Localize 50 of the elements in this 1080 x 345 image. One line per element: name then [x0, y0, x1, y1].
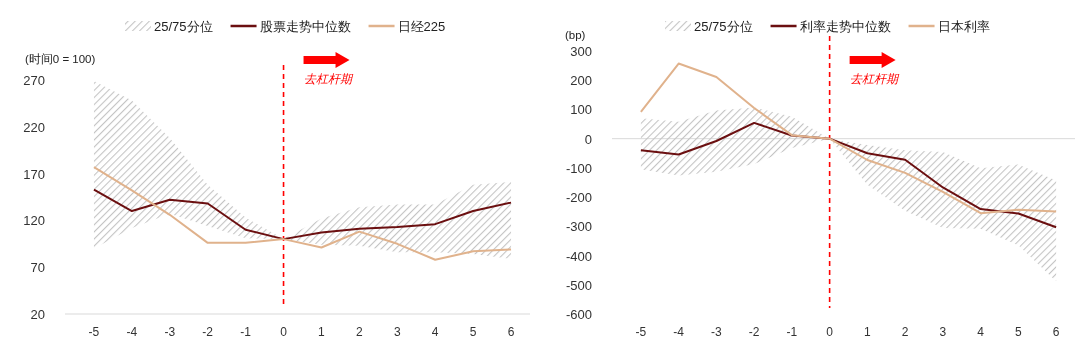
x-tick-label: -1: [240, 325, 252, 339]
y-tick-label: 120: [23, 213, 45, 229]
text: 25/75分位: [154, 19, 213, 34]
x-tick-label: -1: [786, 325, 798, 339]
y-tick-label: -200: [565, 190, 592, 206]
legend-label: 日本利率: [937, 19, 990, 34]
x-tick-label: -3: [711, 325, 723, 339]
x-tick-label: -3: [164, 325, 176, 339]
y-tick-label: 0: [584, 131, 592, 147]
y-tick-label: 20: [30, 307, 45, 322]
x-tick-label: -4: [673, 325, 685, 339]
x-tick-label: 6: [1052, 325, 1060, 339]
y-axis-title: (bp): [565, 29, 586, 41]
y-tick-label: 200: [570, 73, 592, 89]
x-tick-label: 3: [939, 325, 947, 339]
x-tick-label: 2: [356, 325, 364, 339]
y-tick-label: 70: [30, 260, 45, 276]
y-tick-label: -600: [565, 307, 592, 322]
x-tick-label: -5: [635, 325, 647, 339]
x-tick-label: -2: [202, 325, 214, 339]
x-tick-label: 1: [318, 325, 326, 339]
x-tick-label: 1: [864, 325, 872, 339]
x-tick-label: 3: [393, 325, 401, 339]
x-tick-label: -5: [88, 325, 100, 339]
y-axis-title: (时间0 = 100): [25, 53, 96, 65]
annotation: 去杠杆期: [849, 72, 900, 86]
x-tick-label: 5: [469, 325, 477, 339]
y-tick-label: 170: [23, 166, 45, 182]
annotation: 去杠杆期: [303, 72, 354, 86]
y-tick-label: -500: [565, 277, 592, 293]
y-tick-label: -400: [565, 248, 592, 264]
y-tick-label: 100: [570, 102, 592, 118]
legend-label: 日经225: [397, 19, 446, 34]
y-tick-label: -300: [565, 219, 592, 235]
y-tick-label: -100: [565, 160, 592, 176]
x-tick-label: 0: [280, 325, 288, 339]
x-tick-label: 4: [977, 325, 985, 339]
y-tick-label: 300: [570, 44, 592, 59]
y-tick-label: 270: [23, 73, 45, 88]
legend-label: 股票走势中位数: [259, 19, 351, 34]
x-tick-label: -2: [748, 325, 760, 339]
x-tick-label: -4: [126, 325, 138, 339]
legend-label: 利率走势中位数: [799, 19, 891, 34]
x-tick-label: 4: [431, 325, 439, 339]
x-tick-label: 5: [1015, 325, 1023, 339]
x-tick-label: 6: [507, 325, 515, 339]
x-tick-label: 0: [826, 325, 834, 339]
text: 25/75分位: [694, 19, 753, 34]
y-tick-label: 220: [23, 119, 45, 135]
x-tick-label: 2: [901, 325, 909, 339]
